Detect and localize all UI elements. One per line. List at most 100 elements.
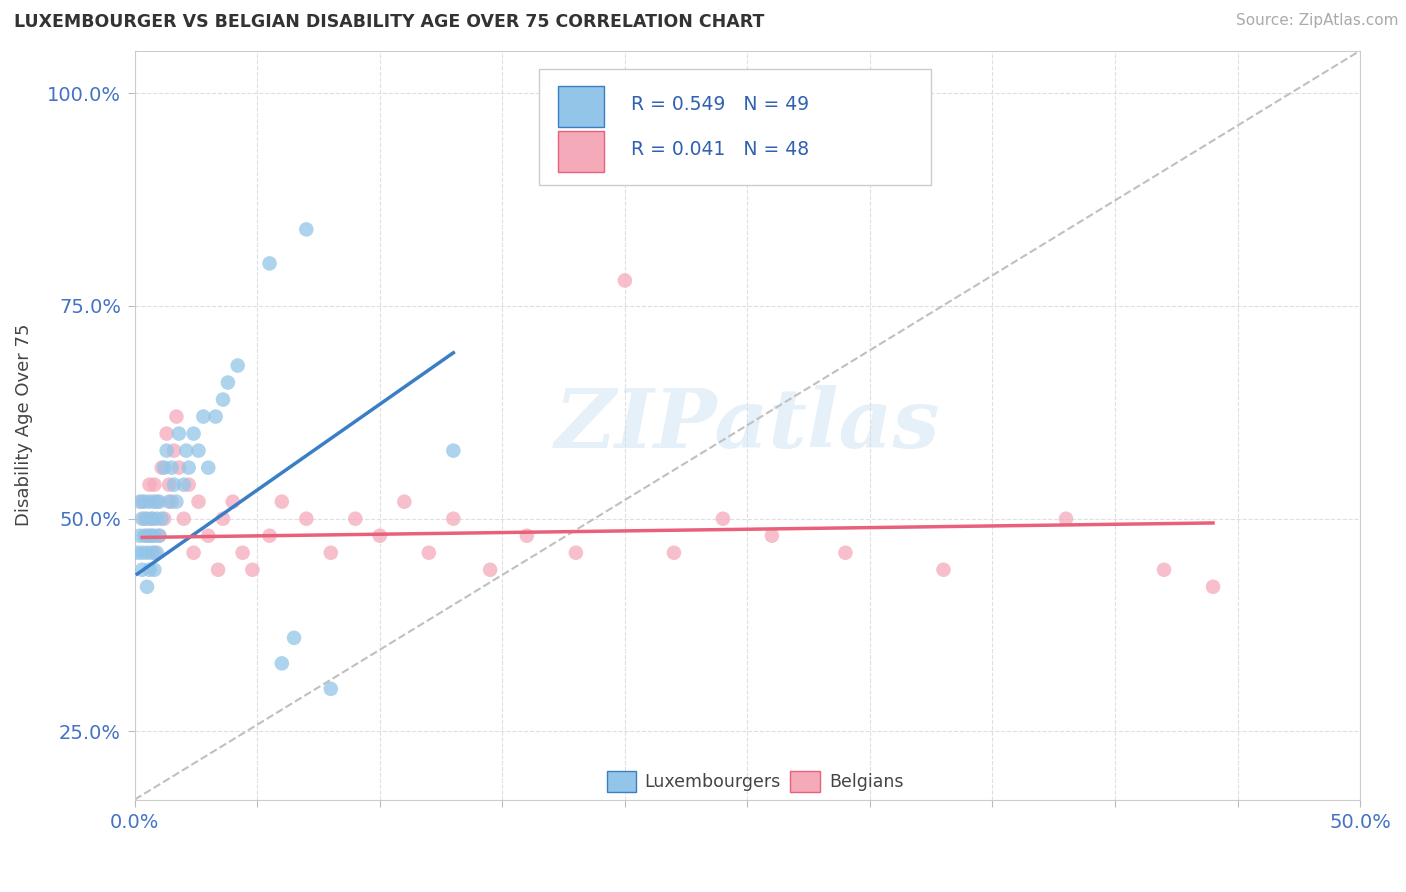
Point <box>217 376 239 390</box>
Point <box>167 460 190 475</box>
Bar <box>558 86 605 127</box>
Point <box>212 512 235 526</box>
Point <box>134 494 156 508</box>
Point <box>394 494 416 508</box>
Point <box>150 460 173 475</box>
Point <box>131 546 153 560</box>
Point <box>283 631 305 645</box>
Point <box>146 512 169 526</box>
Point <box>157 477 180 491</box>
Point <box>138 529 160 543</box>
Point <box>143 477 166 491</box>
Point <box>295 222 318 236</box>
FancyBboxPatch shape <box>538 70 931 186</box>
Text: R = 0.549   N = 49: R = 0.549 N = 49 <box>631 95 808 114</box>
Text: R = 0.041   N = 48: R = 0.041 N = 48 <box>631 140 808 159</box>
Point <box>131 512 153 526</box>
Point <box>174 443 197 458</box>
Point <box>207 563 229 577</box>
Point <box>613 273 636 287</box>
Point <box>148 529 170 543</box>
Point <box>197 529 219 543</box>
Point <box>150 512 173 526</box>
Point <box>183 426 205 441</box>
Bar <box>558 131 605 172</box>
Point <box>136 529 159 543</box>
Point <box>138 477 160 491</box>
Point <box>441 512 464 526</box>
Point <box>270 494 292 508</box>
Point <box>167 426 190 441</box>
Point <box>143 563 166 577</box>
Point <box>932 563 955 577</box>
Point <box>136 546 159 560</box>
Point <box>479 563 502 577</box>
Point <box>143 529 166 543</box>
Point <box>204 409 226 424</box>
Point <box>259 529 281 543</box>
Point <box>173 477 195 491</box>
Point <box>134 512 156 526</box>
Point <box>226 359 249 373</box>
Point <box>148 494 170 508</box>
Point <box>141 512 163 526</box>
Point <box>134 529 156 543</box>
Point <box>156 443 179 458</box>
Text: Source: ZipAtlas.com: Source: ZipAtlas.com <box>1236 13 1399 29</box>
Point <box>1153 563 1175 577</box>
Point <box>711 512 734 526</box>
Bar <box>790 771 820 792</box>
Text: ZIPatlas: ZIPatlas <box>555 385 941 465</box>
Point <box>156 426 179 441</box>
Point <box>138 494 160 508</box>
Point <box>128 494 150 508</box>
Point <box>516 529 538 543</box>
Point <box>187 443 209 458</box>
Point <box>193 409 215 424</box>
Point <box>418 546 440 560</box>
Point <box>197 460 219 475</box>
Point <box>146 494 169 508</box>
Point <box>270 657 292 671</box>
Point <box>165 409 187 424</box>
Point <box>232 546 254 560</box>
Point <box>368 529 391 543</box>
Point <box>160 494 183 508</box>
Point <box>136 580 159 594</box>
Point <box>344 512 367 526</box>
Point <box>141 529 163 543</box>
Point <box>1202 580 1225 594</box>
Point <box>259 256 281 270</box>
Point <box>177 460 200 475</box>
Point <box>136 512 159 526</box>
Point <box>761 529 783 543</box>
Point <box>148 529 170 543</box>
Point <box>163 443 186 458</box>
Point <box>146 546 169 560</box>
Text: Belgians: Belgians <box>830 772 904 790</box>
Point <box>131 494 153 508</box>
Text: Luxembourgers: Luxembourgers <box>644 772 780 790</box>
Point <box>141 512 163 526</box>
Point <box>141 546 163 560</box>
Point <box>441 443 464 458</box>
Point <box>127 546 149 560</box>
Point <box>319 546 342 560</box>
Point <box>153 460 176 475</box>
Point <box>662 546 685 560</box>
Point <box>183 546 205 560</box>
Point <box>160 460 183 475</box>
Point <box>1054 512 1077 526</box>
Point <box>131 563 153 577</box>
Point <box>143 546 166 560</box>
Point <box>222 494 245 508</box>
Point <box>153 512 176 526</box>
Point <box>138 563 160 577</box>
Point <box>565 546 588 560</box>
Point <box>834 546 856 560</box>
Y-axis label: Disability Age Over 75: Disability Age Over 75 <box>15 324 32 526</box>
Point <box>187 494 209 508</box>
Point <box>128 529 150 543</box>
Text: LUXEMBOURGER VS BELGIAN DISABILITY AGE OVER 75 CORRELATION CHART: LUXEMBOURGER VS BELGIAN DISABILITY AGE O… <box>14 13 765 31</box>
Point <box>242 563 264 577</box>
